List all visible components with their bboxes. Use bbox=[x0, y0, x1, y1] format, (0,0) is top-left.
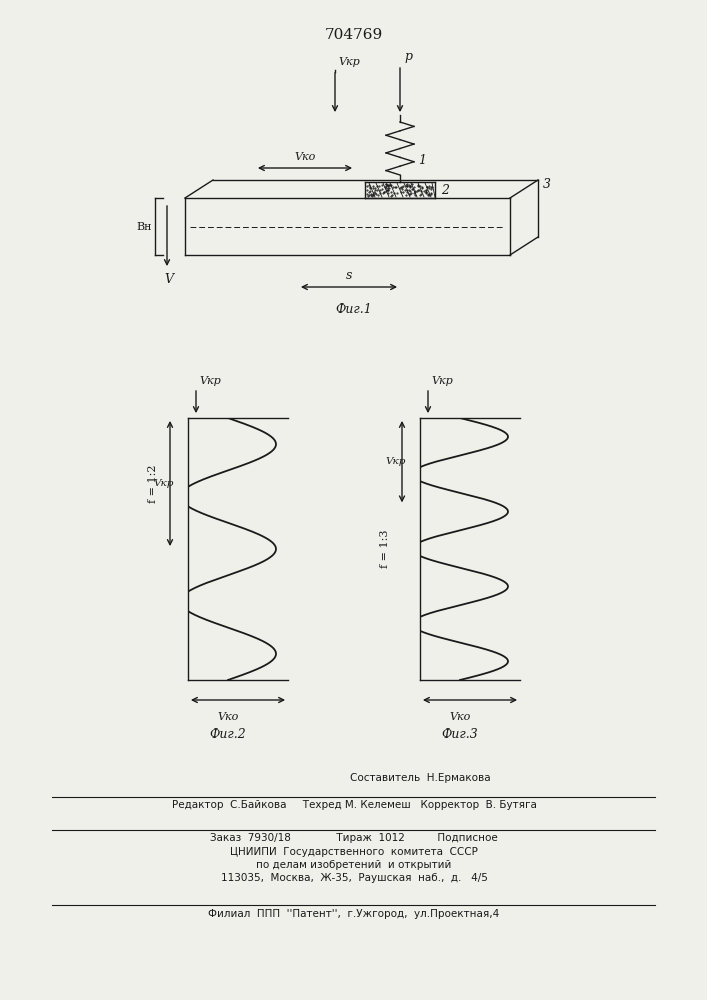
Text: Vко: Vко bbox=[294, 152, 316, 162]
Text: Vко: Vко bbox=[450, 712, 471, 722]
Text: 1: 1 bbox=[418, 153, 426, 166]
Text: s: s bbox=[346, 269, 352, 282]
Text: по делам изобретений  и открытий: по делам изобретений и открытий bbox=[257, 860, 452, 870]
Text: Bн: Bн bbox=[136, 222, 152, 232]
Text: Vкр: Vкр bbox=[199, 376, 221, 386]
Text: Филиал  ППП  ''Патент'',  г.Ужгород,  ул.Проектная,4: Филиал ППП ''Патент'', г.Ужгород, ул.Про… bbox=[209, 909, 500, 919]
Text: f = 1:2: f = 1:2 bbox=[148, 464, 158, 503]
Text: р: р bbox=[404, 50, 412, 63]
Text: Фиг.3: Фиг.3 bbox=[442, 728, 479, 741]
Text: Фиг.1: Фиг.1 bbox=[336, 303, 373, 316]
Text: f = 1:3: f = 1:3 bbox=[380, 530, 390, 568]
Text: Vкр: Vкр bbox=[153, 479, 174, 488]
Text: 704769: 704769 bbox=[325, 28, 383, 42]
Text: V: V bbox=[165, 273, 173, 286]
Text: Редактор  С.Байкова     Техред М. Келемеш   Корректор  В. Бутяга: Редактор С.Байкова Техред М. Келемеш Кор… bbox=[172, 800, 537, 810]
Text: Vко: Vко bbox=[217, 712, 239, 722]
Text: Составитель  Н.Ермакова: Составитель Н.Ермакова bbox=[350, 773, 491, 783]
Text: ЦНИИПИ  Государственного  комитета  СССР: ЦНИИПИ Государственного комитета СССР bbox=[230, 847, 478, 857]
Text: Vкр: Vкр bbox=[338, 57, 360, 67]
Text: Фиг.2: Фиг.2 bbox=[209, 728, 246, 741]
Text: Заказ  7930/18              Тираж  1012          Подписное: Заказ 7930/18 Тираж 1012 Подписное bbox=[210, 833, 498, 843]
Text: Vкр: Vкр bbox=[385, 457, 406, 466]
Text: 2: 2 bbox=[441, 184, 449, 196]
Text: 113035,  Москва,  Ж-35,  Раушская  наб.,  д.   4/5: 113035, Москва, Ж-35, Раушская наб., д. … bbox=[221, 873, 487, 883]
Text: Vкр: Vкр bbox=[431, 376, 452, 386]
Text: 3: 3 bbox=[543, 178, 551, 190]
